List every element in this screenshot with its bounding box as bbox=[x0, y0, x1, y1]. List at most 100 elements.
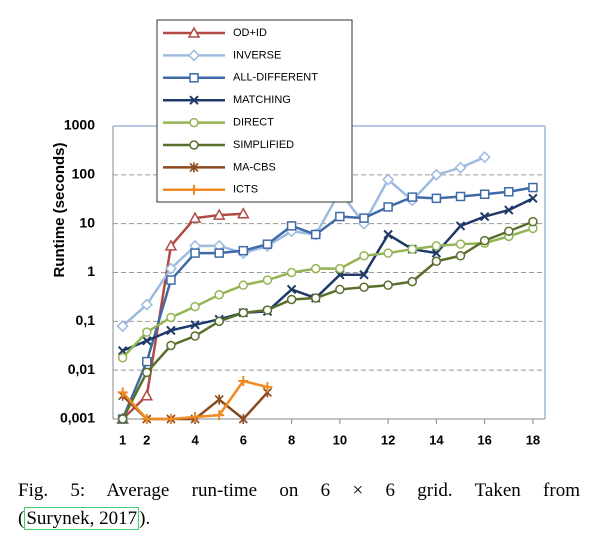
marker bbox=[117, 387, 128, 398]
series-line bbox=[121, 156, 486, 328]
x-tick-label: 1 bbox=[119, 432, 126, 447]
marker bbox=[383, 280, 393, 290]
series-line bbox=[121, 220, 534, 420]
x-tick-label: 16 bbox=[477, 432, 491, 447]
legend-label: MA-CBS bbox=[233, 161, 276, 173]
x-tick-label: 12 bbox=[381, 432, 395, 447]
marker bbox=[238, 307, 249, 318]
marker bbox=[407, 192, 418, 202]
marker bbox=[166, 340, 176, 351]
marker bbox=[455, 251, 466, 261]
x-tick-label: 18 bbox=[526, 432, 540, 447]
marker bbox=[212, 208, 226, 220]
marker bbox=[190, 411, 201, 422]
marker bbox=[431, 248, 442, 258]
marker bbox=[237, 207, 250, 219]
series-line bbox=[122, 197, 534, 352]
marker bbox=[142, 356, 152, 367]
marker bbox=[310, 263, 321, 274]
marker bbox=[528, 182, 538, 193]
marker bbox=[479, 235, 490, 246]
marker bbox=[140, 389, 154, 401]
marker bbox=[528, 193, 538, 204]
y-axis-label: Runtime (seconds) bbox=[51, 142, 68, 277]
marker bbox=[142, 327, 152, 337]
marker bbox=[116, 320, 129, 333]
marker bbox=[117, 414, 128, 424]
citation-link[interactable]: Surynek, 2017 bbox=[24, 507, 140, 530]
caption-paren: ( bbox=[18, 508, 25, 529]
marker bbox=[335, 284, 345, 295]
marker bbox=[479, 189, 490, 200]
y-tick-label: 0,001 bbox=[60, 410, 95, 426]
marker bbox=[504, 226, 514, 236]
legend-label: INVERSE bbox=[233, 49, 281, 61]
marker bbox=[383, 229, 393, 240]
y-tick-label: 1 bbox=[87, 263, 95, 279]
x-tick-label: 6 bbox=[240, 432, 247, 447]
series-line bbox=[121, 212, 244, 420]
marker bbox=[431, 193, 442, 204]
marker bbox=[286, 294, 297, 305]
marker bbox=[262, 305, 273, 315]
marker bbox=[189, 117, 199, 128]
y-tick-label: 0,1 bbox=[76, 312, 96, 328]
marker bbox=[455, 191, 466, 202]
marker bbox=[164, 239, 178, 251]
marker bbox=[190, 301, 200, 312]
legend-box bbox=[156, 19, 353, 203]
marker bbox=[214, 410, 225, 421]
legend-label: MATCHING bbox=[233, 94, 291, 106]
series bbox=[117, 376, 273, 424]
marker bbox=[335, 263, 345, 274]
marker bbox=[214, 290, 224, 300]
caption-line: (Surynek, 2017). bbox=[18, 507, 580, 530]
y-tick-label: 100 bbox=[72, 166, 96, 182]
marker bbox=[382, 173, 395, 186]
marker bbox=[310, 229, 321, 240]
marker bbox=[286, 221, 297, 231]
marker bbox=[214, 248, 224, 258]
marker bbox=[190, 331, 200, 341]
marker bbox=[504, 187, 514, 197]
legend-label: DIRECT bbox=[233, 117, 274, 129]
x-tick-label: 4 bbox=[191, 432, 199, 447]
legend-label: OD+ID bbox=[233, 27, 267, 39]
marker bbox=[454, 161, 467, 174]
marker bbox=[430, 168, 443, 181]
marker bbox=[189, 184, 199, 195]
legend-label: ICTS bbox=[233, 184, 258, 196]
y-tick-label: 1000 bbox=[64, 117, 95, 133]
marker bbox=[431, 241, 442, 251]
marker bbox=[479, 211, 490, 222]
marker bbox=[214, 316, 224, 327]
marker bbox=[286, 267, 297, 278]
marker bbox=[455, 239, 466, 249]
marker bbox=[359, 282, 369, 292]
marker bbox=[166, 325, 176, 336]
marker bbox=[142, 336, 152, 346]
marker bbox=[359, 270, 369, 280]
series bbox=[117, 216, 538, 424]
marker bbox=[238, 245, 249, 256]
marker bbox=[190, 320, 200, 330]
marker bbox=[455, 221, 466, 231]
marker bbox=[166, 312, 176, 323]
marker bbox=[140, 298, 153, 311]
x-tick-label: 10 bbox=[333, 432, 347, 447]
x-tick-label: 14 bbox=[429, 432, 444, 447]
legend: OD+ID INVERSE ALL-DIFFERENT MATCHING DIRECT S… bbox=[156, 19, 353, 203]
caption: Fig. 5: Average run-time on 6 × 6 grid. … bbox=[18, 480, 580, 502]
marker bbox=[165, 414, 176, 424]
marker bbox=[359, 213, 369, 223]
legend-label: SIMPLIFIED bbox=[233, 139, 294, 151]
marker bbox=[478, 151, 491, 164]
marker bbox=[286, 284, 297, 295]
marker bbox=[141, 414, 152, 424]
marker bbox=[166, 275, 176, 285]
marker bbox=[214, 394, 224, 405]
marker bbox=[238, 376, 249, 386]
legend-label: ALL-DIFFERENT bbox=[233, 72, 318, 84]
marker bbox=[383, 248, 393, 258]
